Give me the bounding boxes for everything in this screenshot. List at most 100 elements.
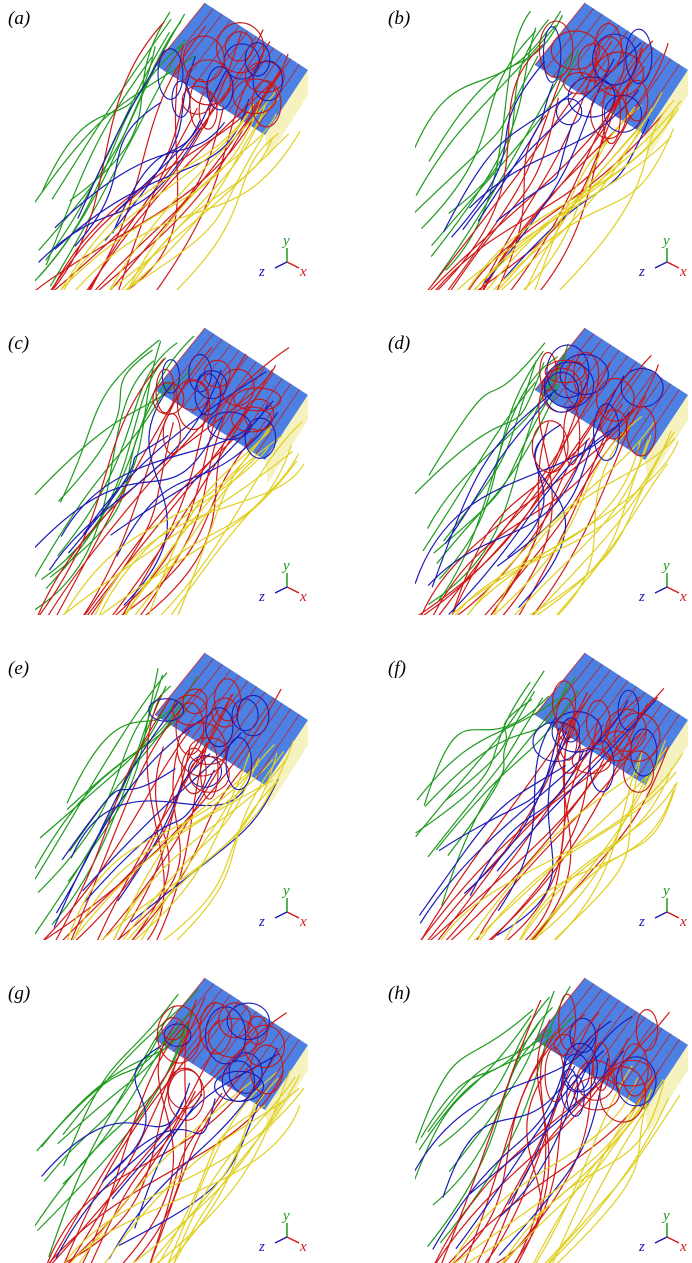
surface-line xyxy=(571,25,620,89)
streamline xyxy=(484,58,615,284)
vortex-loop xyxy=(622,750,655,793)
axis-label-z: z xyxy=(258,1239,265,1255)
surface-line xyxy=(635,389,680,455)
streamline xyxy=(110,70,281,290)
streamline xyxy=(504,789,675,940)
streamline xyxy=(109,133,290,290)
streamline xyxy=(540,40,654,290)
streamline xyxy=(48,369,222,571)
vortex-loop xyxy=(232,78,278,115)
streamline xyxy=(468,113,664,290)
streamline xyxy=(437,44,544,290)
vortex-loop xyxy=(558,719,578,761)
vortex-loop xyxy=(148,698,185,722)
streamline xyxy=(418,764,567,916)
surface-line xyxy=(218,691,266,757)
surface-line xyxy=(598,1016,646,1082)
streamline xyxy=(534,781,678,940)
streamline xyxy=(456,135,672,290)
streamline xyxy=(519,783,677,940)
streamline xyxy=(479,60,597,290)
streamline xyxy=(442,1065,576,1198)
surface-line xyxy=(626,383,672,449)
streamline xyxy=(447,74,564,290)
streamline xyxy=(63,993,179,1167)
cube-side xyxy=(265,720,308,808)
streamline xyxy=(121,400,210,615)
panel: (g) yx z xyxy=(8,977,308,1263)
streamline xyxy=(507,1020,612,1205)
surface-line xyxy=(163,333,214,397)
cube-top xyxy=(155,3,308,135)
surface-line xyxy=(154,327,206,391)
cube-side xyxy=(645,395,688,483)
panel-label: (c) xyxy=(8,333,29,354)
streamline xyxy=(134,457,257,615)
streamline xyxy=(37,364,277,615)
streamline xyxy=(50,97,184,290)
streamline xyxy=(149,1066,249,1263)
surface-line xyxy=(580,1005,629,1070)
streamline xyxy=(62,749,191,940)
streamline xyxy=(436,379,563,565)
surface-line xyxy=(227,47,275,112)
streamline xyxy=(432,53,573,285)
streamline xyxy=(548,1097,670,1263)
vortex-loop xyxy=(157,48,184,100)
vortex-loop xyxy=(188,353,212,393)
surface-line xyxy=(163,8,214,72)
vortex-loop xyxy=(176,722,227,777)
axis-label-x: x xyxy=(679,264,687,280)
streamline xyxy=(67,1048,215,1263)
streamline xyxy=(38,358,165,615)
streamline xyxy=(82,1019,191,1263)
streamline xyxy=(474,100,682,290)
surface-line xyxy=(227,697,275,762)
streamline xyxy=(64,1087,305,1263)
streamline xyxy=(82,371,267,535)
streamline xyxy=(63,1029,190,1263)
surface-line xyxy=(543,983,594,1047)
streamline xyxy=(535,1064,633,1263)
streamline xyxy=(428,342,546,476)
vortex-loop xyxy=(207,411,252,441)
streamline xyxy=(158,1104,266,1263)
surface-line xyxy=(182,19,232,83)
streamline xyxy=(493,416,643,615)
streamline xyxy=(418,381,587,615)
vortex-loop xyxy=(625,405,657,457)
surface-line xyxy=(552,13,603,77)
streamline xyxy=(35,416,224,549)
panel: (a) yx z xyxy=(8,2,308,290)
streamline xyxy=(438,996,550,1147)
surface-line xyxy=(589,361,637,426)
surface-line xyxy=(580,30,629,95)
streamline xyxy=(35,368,192,496)
vortex-loop xyxy=(625,79,649,122)
streamline xyxy=(422,381,536,552)
streamline xyxy=(98,446,269,615)
axis-z xyxy=(654,1236,668,1244)
streamline xyxy=(438,350,544,580)
visualization xyxy=(35,2,308,290)
streamline xyxy=(66,699,177,804)
streamline xyxy=(441,676,577,907)
axis-x xyxy=(286,1236,300,1244)
vortex-loop xyxy=(562,1053,591,1093)
streamline xyxy=(440,752,684,940)
surface-line xyxy=(255,64,300,130)
surface-line xyxy=(154,2,206,66)
streamline xyxy=(448,424,620,615)
surface-line xyxy=(209,36,257,101)
surface-line xyxy=(154,652,206,716)
streamline xyxy=(488,703,649,940)
surface-line xyxy=(209,686,257,751)
vortex-loop xyxy=(559,353,609,396)
axis-z xyxy=(274,586,288,594)
vortex-loop xyxy=(244,42,271,77)
streamline xyxy=(35,1019,191,1227)
streamline xyxy=(83,346,213,615)
streamline xyxy=(506,710,578,940)
visualization xyxy=(35,652,308,940)
streamline xyxy=(67,668,159,883)
